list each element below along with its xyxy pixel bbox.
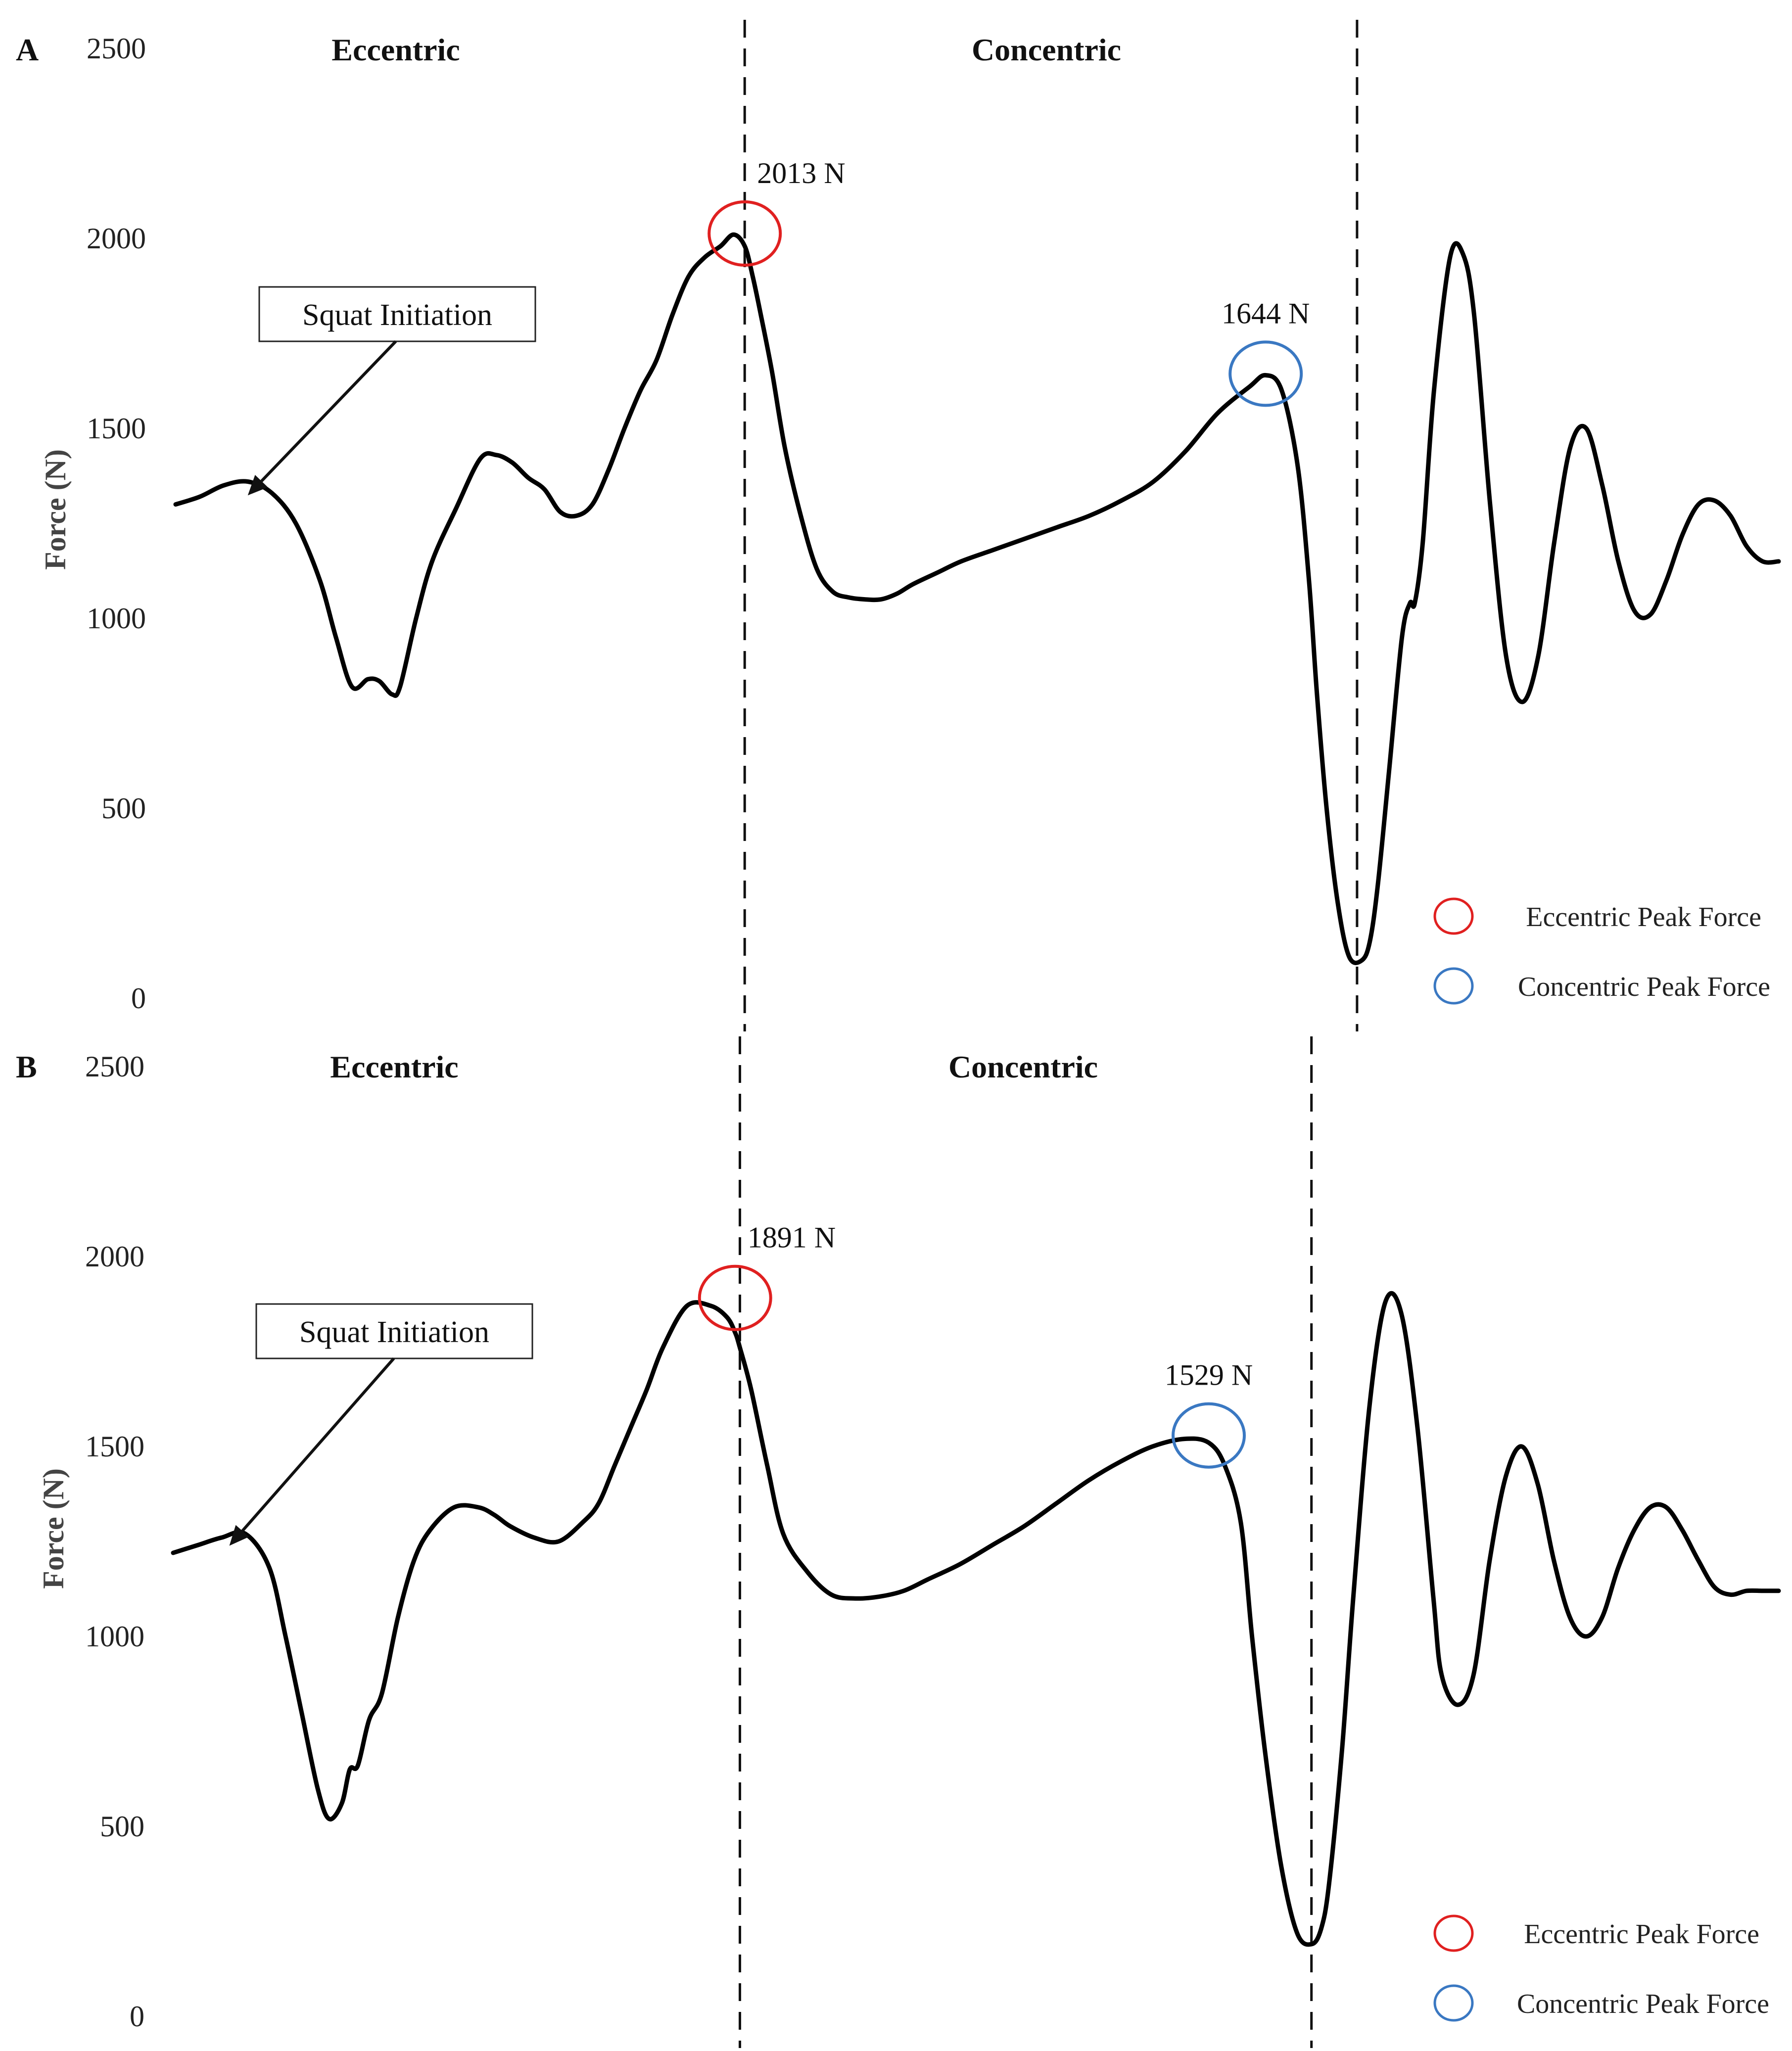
phase-label-eccentric-b: Eccentric [330,1049,458,1084]
y-tick-1000-b: 1000 [85,1620,144,1653]
y-axis-label-b: Force (N) [37,1468,70,1589]
legend-b: Eccentric Peak Force Concentric Peak For… [1433,1914,1769,2022]
y-axis-label-a: Force (N) [39,449,72,570]
y-tick-1000-a: 1000 [87,602,146,635]
panel-b: B 2500 2000 1500 1000 500 0 Force (N) Ec… [16,1036,1781,2048]
eccentric-peak-value-b: 1891 N [748,1221,836,1254]
eccentric-peak-marker-b [698,1264,772,1331]
squat-initiation-arrow-b [241,1357,395,1532]
squat-initiation-box-b [255,1303,533,1359]
legend-a: Eccentric Peak Force Concentric Peak For… [1433,897,1770,1005]
y-tick-2000-a: 2000 [87,222,146,255]
concentric-peak-marker-a [1228,340,1303,407]
squat-initiation-label-b: Squat Initiation [299,1315,489,1349]
panel-label-a: A [16,32,39,67]
legend-concentric-marker-a [1433,967,1474,1005]
y-tick-2000-b: 2000 [85,1240,144,1273]
legend-concentric-label-b: Concentric Peak Force [1517,1989,1769,2019]
concentric-peak-marker-b [1172,1402,1246,1469]
legend-eccentric-label-a: Eccentric Peak Force [1526,902,1761,932]
legend-eccentric-marker-b [1433,1914,1474,1952]
force-curve-b [171,1291,1781,1947]
y-tick-2500-a: 2500 [87,32,146,65]
squat-initiation-box-a [258,286,536,342]
legend-eccentric-marker-a [1433,897,1474,935]
force-curve-a [173,232,1781,965]
y-tick-1500-a: 1500 [87,412,146,445]
squat-initiation-arrowhead-b [229,1525,249,1546]
squat-initiation-arrow-a [260,340,397,482]
y-tick-1500-b: 1500 [85,1430,144,1463]
y-tick-0-a: 0 [131,982,146,1015]
concentric-peak-value-a: 1644 N [1222,297,1310,329]
panel-a: A 2500 2000 1500 1000 500 0 Force (N) Ec… [16,20,1781,1031]
legend-concentric-label-a: Concentric Peak Force [1518,972,1770,1002]
eccentric-peak-value-a: 2013 N [757,157,845,189]
squat-initiation-arrowhead-a [247,475,268,496]
eccentric-peak-marker-a [707,200,782,267]
squat-initiation-label-a: Squat Initiation [302,298,492,332]
concentric-peak-value-b: 1529 N [1165,1359,1253,1392]
legend-concentric-marker-b [1433,1984,1474,2022]
panel-label-b: B [16,1049,37,1084]
y-tick-500-b: 500 [100,1810,144,1843]
y-tick-500-a: 500 [101,792,146,825]
phase-label-concentric-a: Concentric [972,32,1121,67]
y-tick-0-b: 0 [130,2000,144,2033]
phase-label-eccentric-a: Eccentric [331,32,460,67]
legend-eccentric-label-b: Eccentric Peak Force [1524,1919,1759,1950]
y-tick-2500-b: 2500 [85,1050,144,1083]
phase-label-concentric-b: Concentric [948,1049,1098,1084]
